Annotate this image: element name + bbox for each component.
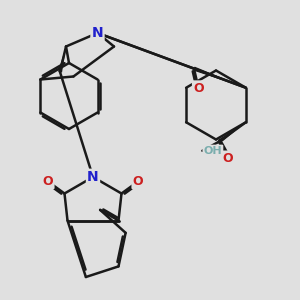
Text: N: N: [92, 26, 103, 40]
Text: N: N: [87, 170, 99, 184]
Text: O: O: [223, 152, 233, 165]
Polygon shape: [218, 122, 246, 143]
Text: OH: OH: [204, 146, 222, 156]
Polygon shape: [193, 67, 246, 88]
Text: O: O: [133, 175, 143, 188]
Text: O: O: [193, 82, 204, 94]
Polygon shape: [58, 46, 66, 73]
Text: O: O: [43, 175, 53, 188]
